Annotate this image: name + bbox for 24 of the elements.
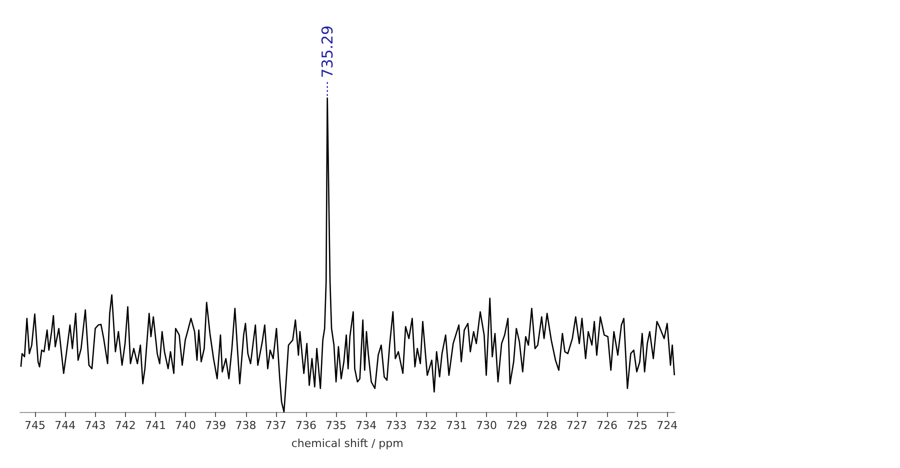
x-tick-label: 739 xyxy=(205,419,226,432)
x-tick-label: 742 xyxy=(114,419,136,432)
annotation: 735.29 xyxy=(318,26,336,78)
x-tick-label: 730 xyxy=(476,419,498,432)
x-tick-label: 743 xyxy=(84,419,106,432)
x-tick-label: 736 xyxy=(295,419,316,432)
x-tick-label: 726 xyxy=(596,419,618,432)
x-tick-label: 729 xyxy=(506,419,528,432)
x-tick-label: 740 xyxy=(175,419,196,432)
x-tick-label: 744 xyxy=(54,419,76,432)
x-tick-label: 738 xyxy=(235,419,256,432)
x-tick-label: 727 xyxy=(566,419,588,432)
x-tick-label: 725 xyxy=(626,419,648,432)
x-tick-label: 734 xyxy=(356,419,377,432)
x-tick-label: 741 xyxy=(144,419,166,432)
x-tick-label: 732 xyxy=(416,419,437,432)
x-tick-label: 728 xyxy=(536,419,558,432)
x-axis-title: chemical shift / ppm xyxy=(291,437,404,450)
x-tick-label: 737 xyxy=(265,419,286,432)
x-tick-label: 735 xyxy=(326,419,347,432)
x-tick-label: 731 xyxy=(446,419,467,432)
x-tick-label: 733 xyxy=(386,419,407,432)
x-tick-label: 724 xyxy=(656,419,678,432)
x-tick-label: 745 xyxy=(24,419,46,432)
